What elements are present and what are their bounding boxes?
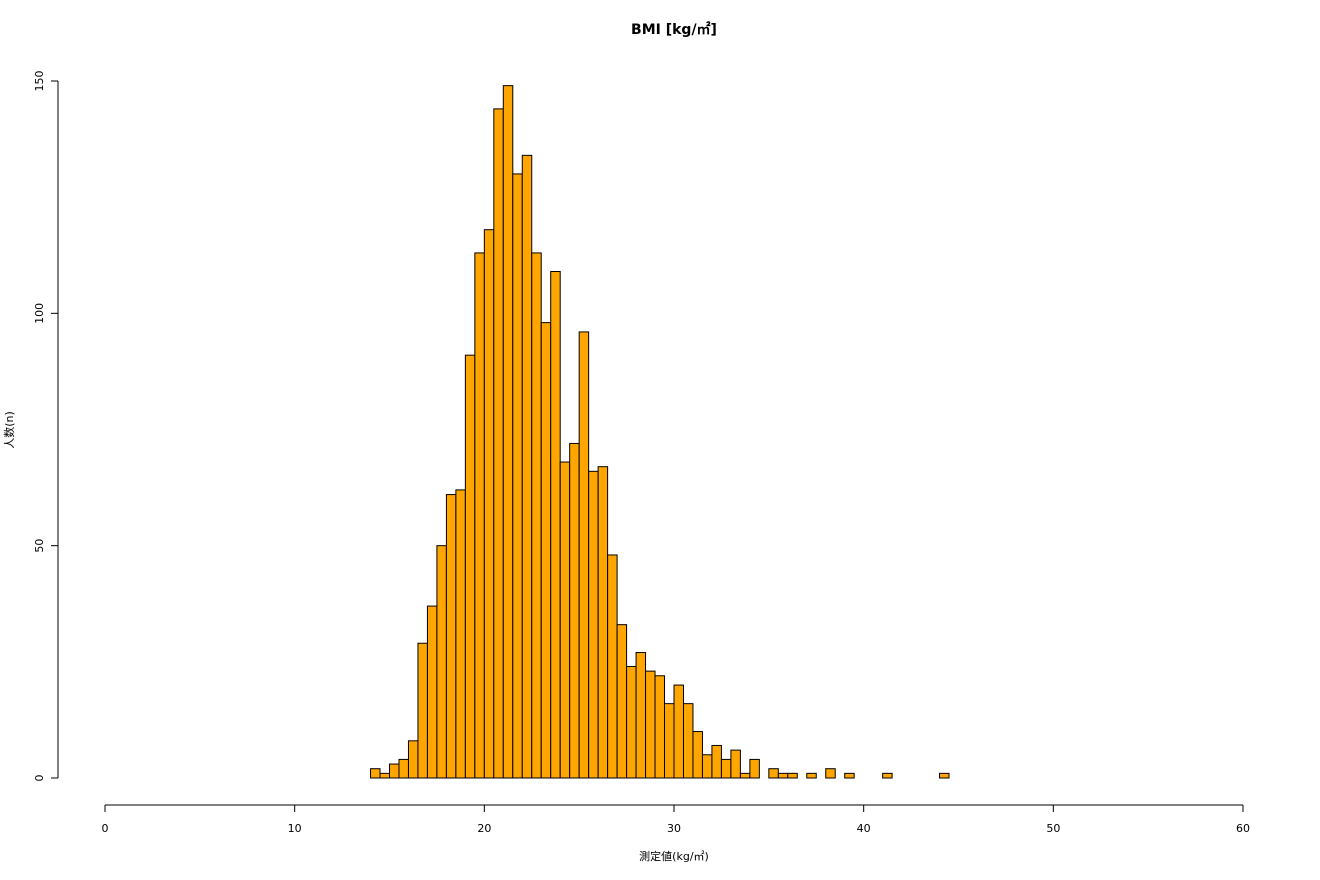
bar <box>455 489 466 779</box>
y-tick-label: 0 <box>33 775 46 782</box>
x-tick-label: 30 <box>667 822 681 835</box>
x-tick-label: 10 <box>288 822 302 835</box>
bar <box>426 605 438 779</box>
y-tick-label: 50 <box>33 539 46 553</box>
bar <box>370 768 381 779</box>
bar <box>550 271 561 779</box>
bar <box>540 322 552 779</box>
bar <box>654 675 666 779</box>
bar <box>569 442 580 779</box>
bar <box>588 470 599 779</box>
bar <box>664 703 675 779</box>
bar <box>597 466 609 779</box>
bar <box>825 768 836 779</box>
y-tick-label: 150 <box>33 71 46 92</box>
bar <box>749 758 760 779</box>
x-tick-label: 20 <box>477 822 491 835</box>
bar <box>389 763 400 779</box>
bar <box>493 108 504 779</box>
x-axis-label: 測定値(kg/㎡) <box>639 849 709 863</box>
chart-title: BMI [kg/㎡] <box>631 21 717 38</box>
bar <box>398 758 409 779</box>
x-tick-label: 0 <box>102 822 109 835</box>
bar <box>701 754 713 779</box>
bar <box>616 624 628 779</box>
bar <box>645 670 656 779</box>
bar <box>682 703 694 779</box>
bar <box>445 494 457 779</box>
bar <box>882 772 893 779</box>
bar <box>502 85 514 779</box>
bar <box>417 642 428 779</box>
bar <box>692 731 703 779</box>
bar <box>720 758 732 779</box>
bar <box>787 772 798 779</box>
bar <box>939 772 950 779</box>
bar <box>607 554 618 779</box>
bar <box>844 772 855 779</box>
bar <box>474 252 485 779</box>
bar <box>521 154 533 779</box>
x-tick-label: 50 <box>1046 822 1060 835</box>
bar <box>673 684 684 779</box>
y-tick-label: 100 <box>33 303 46 324</box>
bar <box>777 772 789 779</box>
y-axis-label: 人数(n) <box>3 411 16 449</box>
bar <box>483 229 495 779</box>
bar <box>407 740 419 779</box>
x-tick-label: 40 <box>857 822 871 835</box>
bar <box>768 768 779 779</box>
bar <box>578 331 590 779</box>
bar <box>531 252 542 779</box>
bar <box>436 545 447 779</box>
bar <box>806 772 817 779</box>
bar <box>379 772 390 779</box>
bar <box>626 665 637 779</box>
bar <box>739 772 751 779</box>
x-tick-label: 60 <box>1236 822 1250 835</box>
bar <box>512 173 523 779</box>
bar <box>711 744 722 779</box>
bar <box>635 652 647 779</box>
bar <box>730 749 741 779</box>
bar <box>464 354 476 779</box>
bar <box>559 461 571 779</box>
